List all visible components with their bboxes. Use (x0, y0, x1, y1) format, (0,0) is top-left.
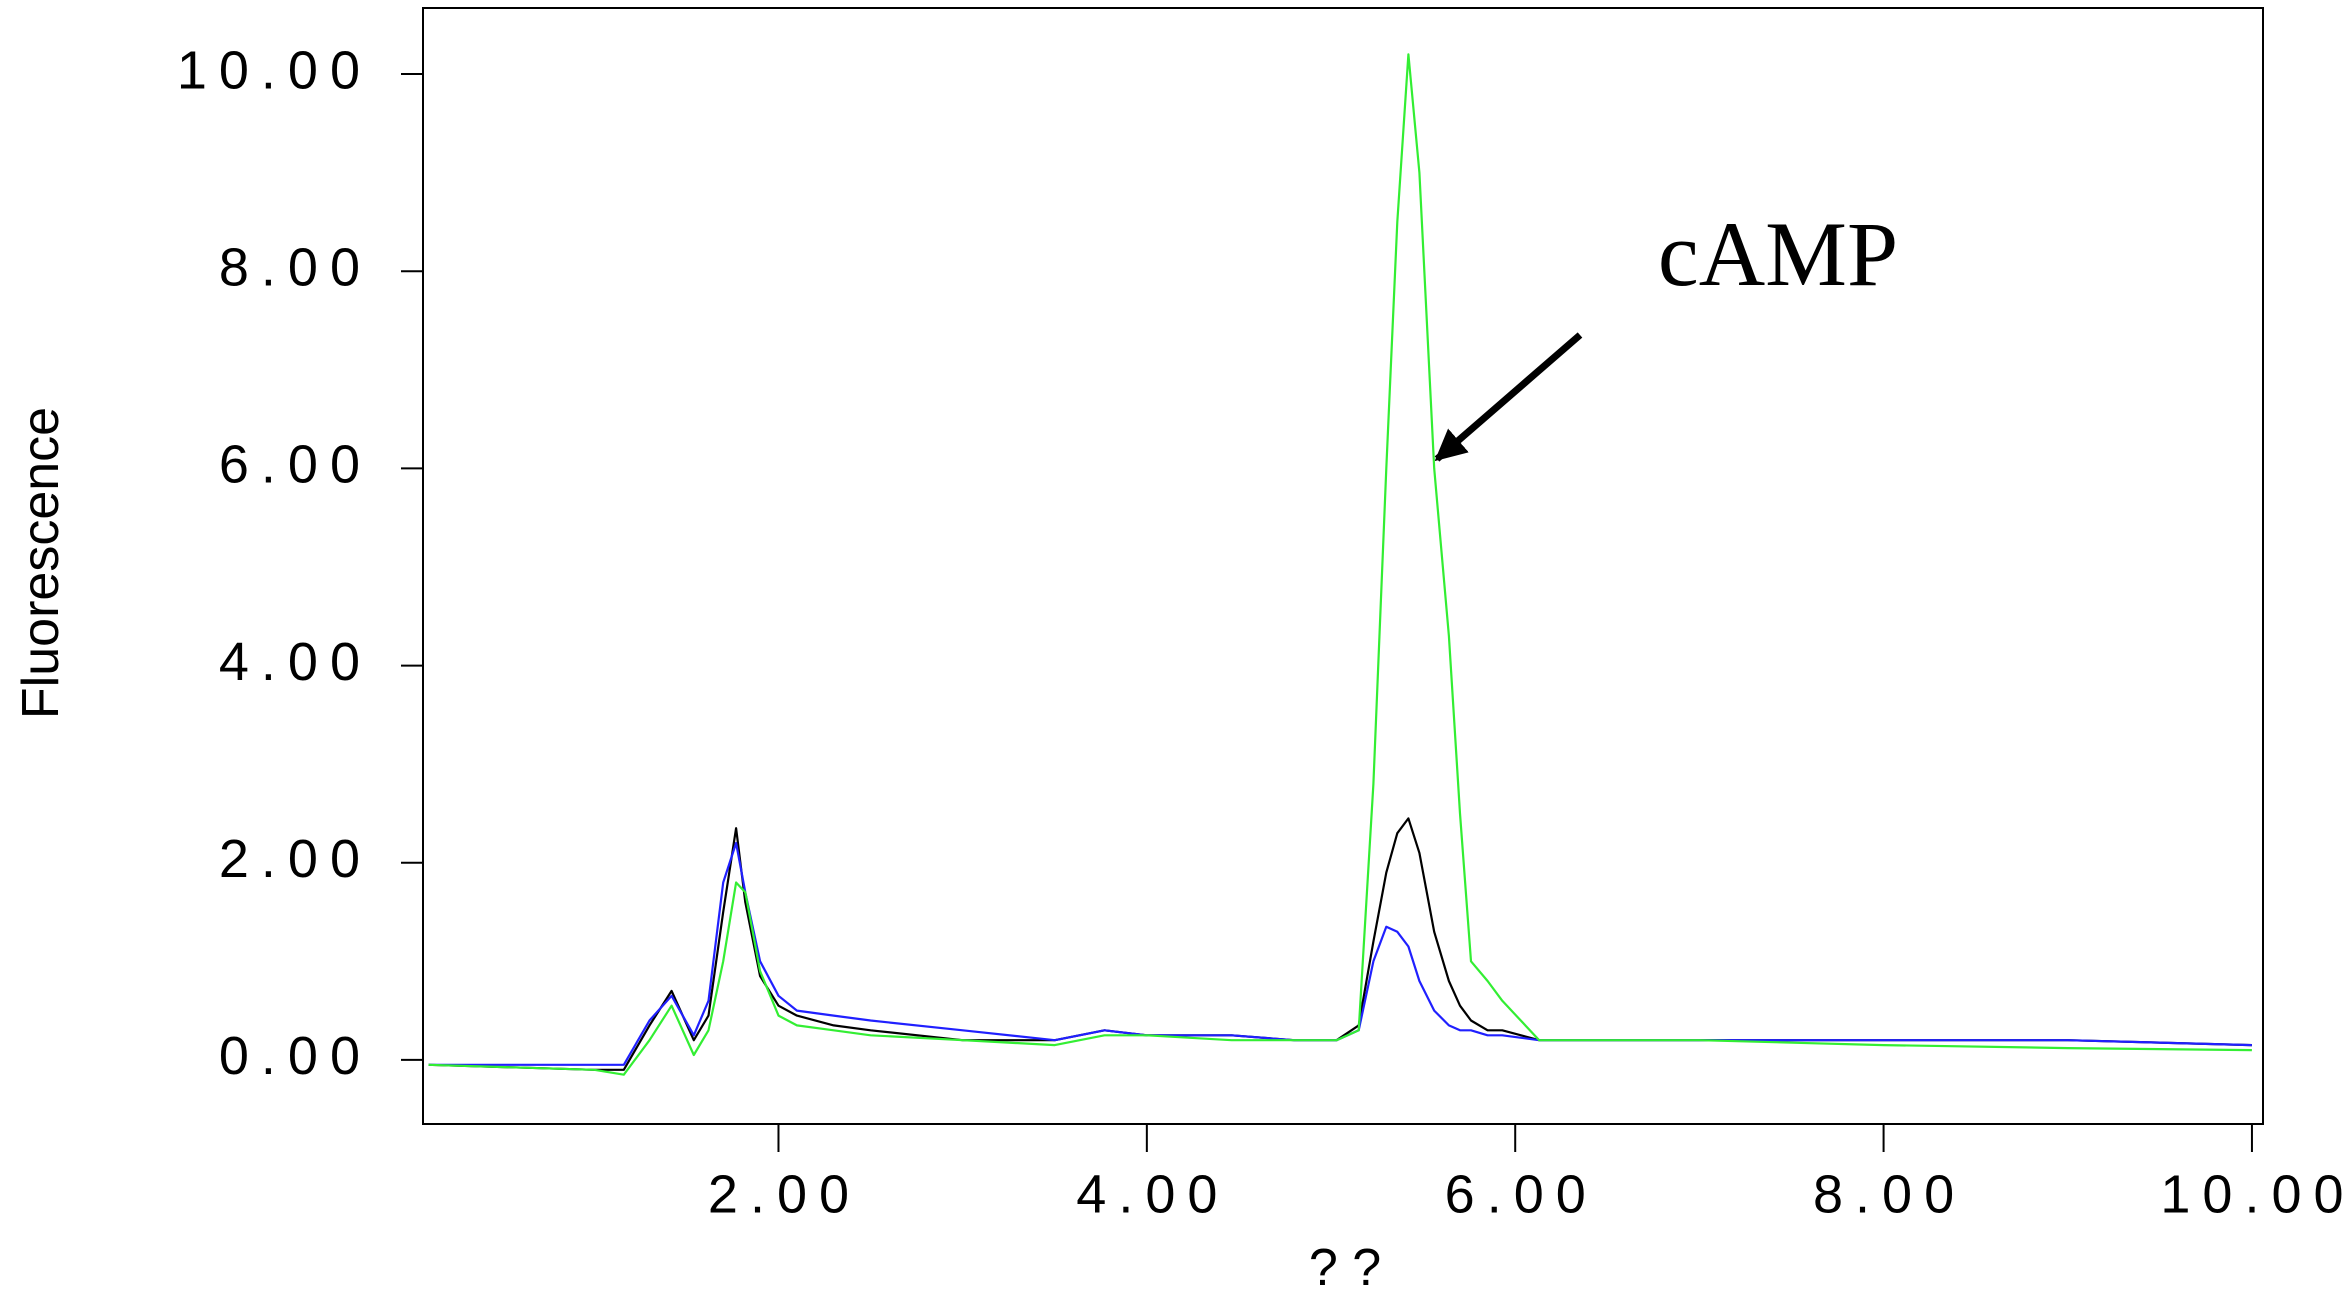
y-axis-title: Fluorescence (12, 407, 70, 719)
y-tick-label: 10.00 (177, 40, 372, 100)
annotation: cAMP (1658, 203, 1898, 305)
x-tick-label: 2.00 (708, 1164, 861, 1224)
x-tick-label: 6.00 (1445, 1164, 1598, 1224)
data-line (428, 817, 2252, 1071)
x-tick-label: 4.00 (1076, 1164, 1229, 1224)
y-tick-label: 8.00 (219, 237, 372, 297)
plot-frame (422, 7, 2264, 1125)
annotation-arrow (1434, 332, 1583, 462)
y-tick-label: 2.00 (219, 829, 372, 889)
x-tick-label: 10.00 (2160, 1164, 2347, 1224)
y-tick-label: 6.00 (219, 435, 372, 495)
y-tick-label: 4.00 (219, 632, 372, 692)
data-line (428, 53, 2252, 1076)
y-tick-label: 0.00 (219, 1026, 372, 1086)
x-tick-label: 8.00 (1813, 1164, 1966, 1224)
data-line (428, 841, 2252, 1066)
x-axis-title: ? ? (1309, 1239, 1381, 1297)
